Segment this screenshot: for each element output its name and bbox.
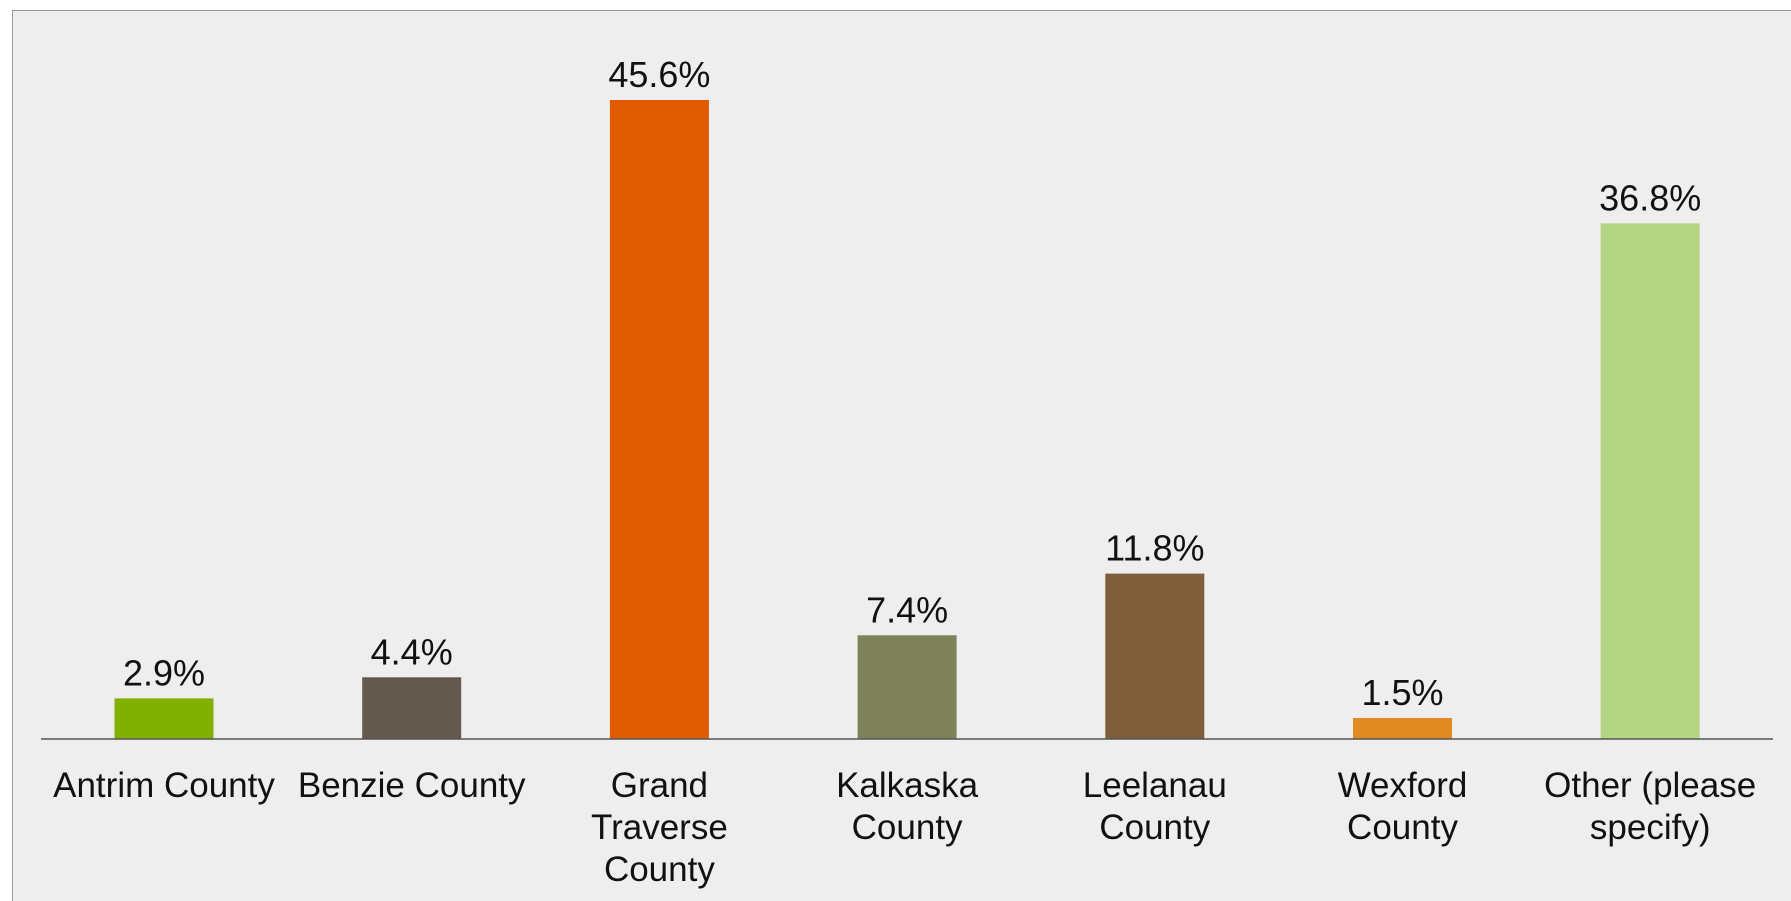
value-label-1: 4.4% [371, 631, 453, 672]
category-label-0: Antrim County [53, 766, 275, 805]
value-labels: 2.9% 4.4% 45.6% 7.4% 11.8% 1.5% 36.8% [123, 54, 1701, 713]
category-label-5-line-1: County [1347, 808, 1458, 847]
category-label-2: Grand Traverse County [591, 766, 728, 889]
category-label-0-line-0: Antrim County [53, 766, 275, 805]
category-label-2-line-2: County [604, 850, 715, 889]
bars [114, 100, 1700, 740]
chart-area [12, 10, 1791, 901]
category-label-1: Benzie County [298, 766, 526, 805]
category-label-3-line-1: County [852, 808, 963, 847]
category-labels: Antrim County Benzie County Grand Traverse C… [53, 766, 1756, 889]
category-label-3-line-0: Kalkaska [836, 766, 979, 805]
bar-3 [857, 635, 957, 739]
category-label-6: Other (please specify) [1544, 766, 1756, 847]
category-label-1-line-0: Benzie County [298, 766, 526, 805]
value-label-4: 11.8% [1105, 528, 1204, 569]
bar-1 [362, 677, 462, 739]
category-label-6-line-1: specify) [1590, 808, 1711, 847]
value-label-0: 2.9% [123, 652, 205, 693]
value-label-5: 1.5% [1361, 672, 1443, 713]
category-label-5-line-0: Wexford [1338, 766, 1468, 805]
category-label-2-line-1: Traverse [591, 808, 728, 847]
value-label-3: 7.4% [866, 589, 948, 630]
value-label-6: 36.8% [1599, 177, 1701, 218]
category-label-4: Leelanau County [1083, 766, 1227, 847]
bar-2 [609, 100, 709, 739]
category-label-4-line-0: Leelanau [1083, 766, 1227, 805]
category-label-6-line-0: Other (please [1544, 766, 1756, 805]
bar-5 [1353, 718, 1452, 739]
bar-0 [114, 698, 214, 739]
category-label-2-line-0: Grand [611, 766, 708, 805]
value-label-2: 45.6% [608, 54, 710, 95]
category-label-5: Wexford County [1338, 766, 1468, 847]
bar-4 [1105, 573, 1205, 739]
bar-6 [1600, 223, 1700, 740]
category-label-3: Kalkaska County [836, 766, 979, 847]
category-label-4-line-1: County [1099, 808, 1210, 847]
